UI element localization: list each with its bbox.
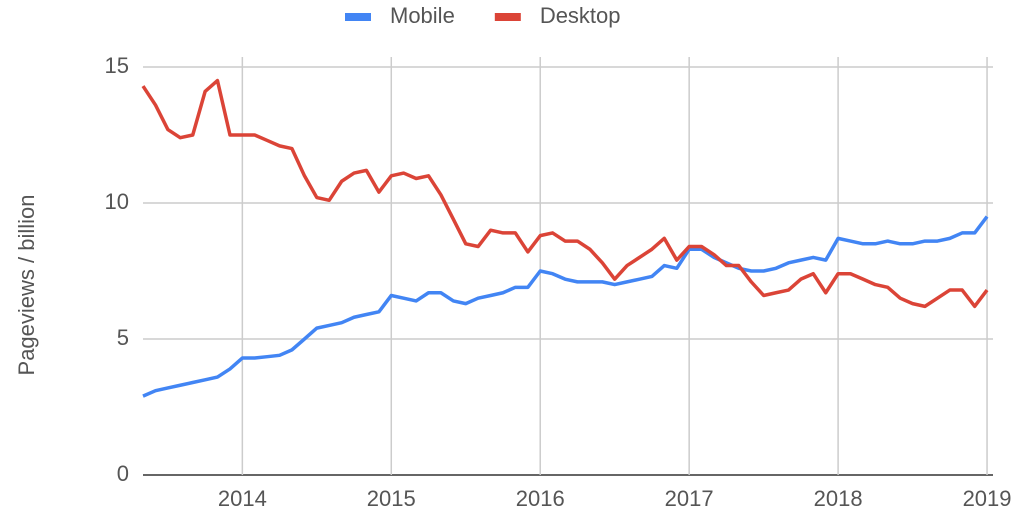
y-tick-label: 10 [105, 189, 129, 214]
y-tick-label: 15 [105, 53, 129, 78]
y-tick-label: 0 [117, 461, 129, 486]
y-tick-label: 5 [117, 325, 129, 350]
legend-swatch [494, 13, 521, 21]
x-tick-label: 2018 [814, 486, 863, 511]
legend-label: Desktop [540, 3, 621, 28]
x-tick-label: 2014 [218, 486, 267, 511]
x-tick-label: 2019 [963, 486, 1012, 511]
legend-label: Mobile [390, 3, 455, 28]
x-tick-label: 2017 [665, 486, 714, 511]
x-tick-label: 2015 [367, 486, 416, 511]
line-series [142, 215, 989, 398]
y-axis-label: Pageviews / billion [14, 195, 39, 376]
legend-swatch [345, 13, 371, 21]
x-tick-label: 2016 [516, 486, 565, 511]
line-series [141, 78, 989, 309]
